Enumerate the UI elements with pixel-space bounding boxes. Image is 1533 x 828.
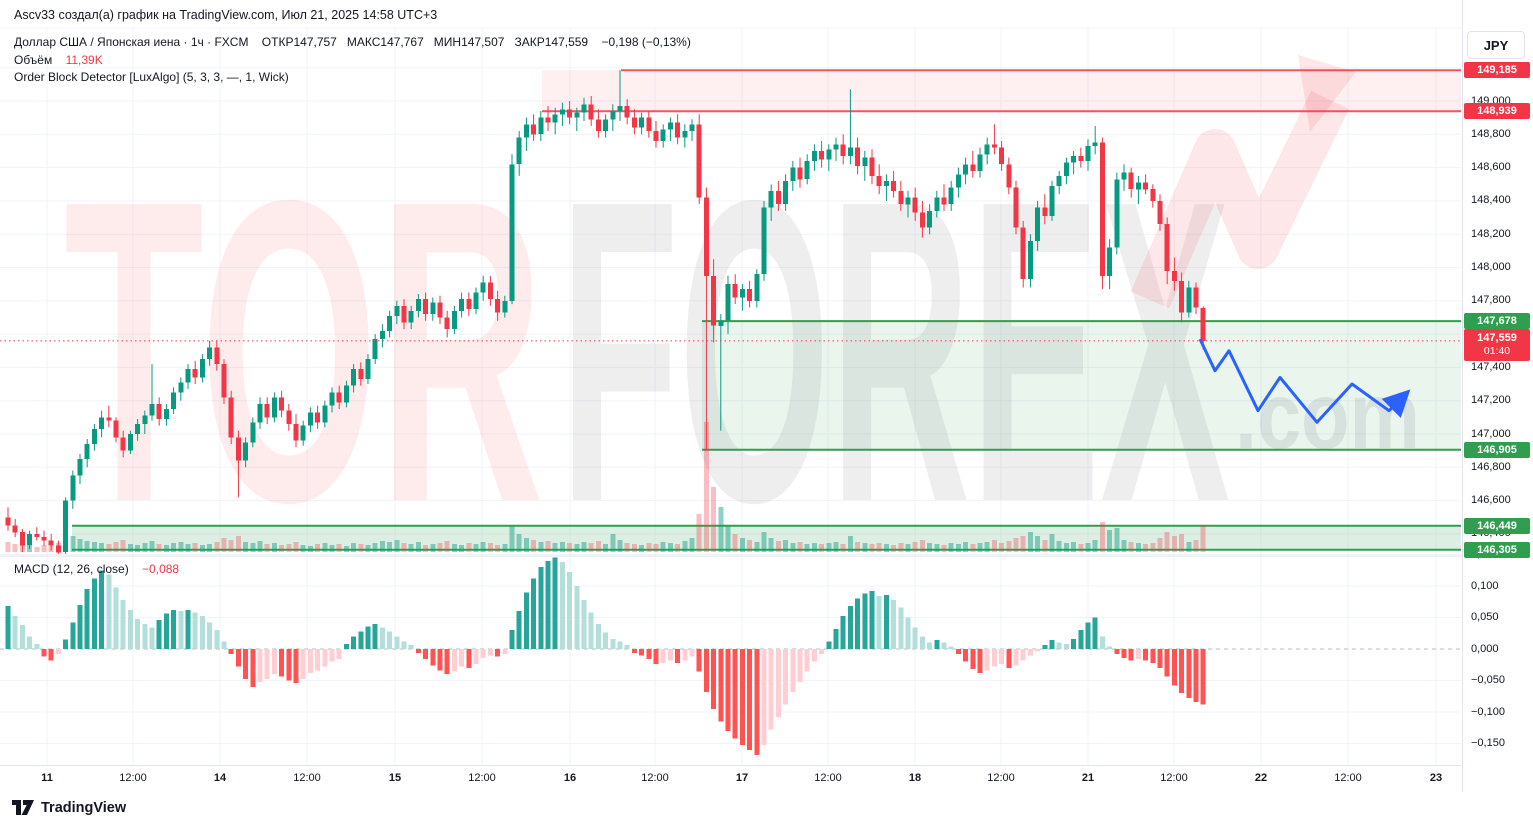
macd-tick: 0,050: [1471, 611, 1499, 623]
price-tick: 147,200: [1471, 394, 1511, 407]
time-label-day: 22: [1254, 772, 1268, 784]
price-tick: 147,000: [1471, 427, 1511, 440]
time-label-hour: 12:00: [468, 772, 496, 784]
price-tick: 148,000: [1471, 261, 1511, 273]
symbol-title: Доллар США / Японская иена · 1ч · FXCM: [14, 35, 249, 49]
currency-toggle-button[interactable]: JPY: [1467, 31, 1525, 59]
watermark-dotcom: .com: [1235, 363, 1420, 469]
price-tick: 147,400: [1471, 360, 1511, 373]
time-axis[interactable]: 11 12:00 14 12:00 15 12:00 16 12:00 17 12:00 18 12:…: [0, 765, 1461, 793]
indicator-legend-row[interactable]: Order Block Detector [LuxAlgo] (5, 3, 3,…: [14, 70, 289, 84]
time-label-day: 16: [563, 772, 577, 784]
current-price-badge[interactable]: 147,559 01:40: [1464, 328, 1530, 361]
watermark-arrowhead: [1298, 55, 1356, 132]
ohlc-values: ОТКР147,757 МАКС147,767 МИН147,507 ЗАКР147,…: [252, 35, 588, 49]
time-label-day: 11: [41, 772, 53, 784]
price-tick: 147,800: [1471, 294, 1511, 307]
time-label-hour: 12:00: [1334, 772, 1362, 784]
price-level-badge[interactable]: 147,678: [1464, 313, 1530, 330]
change-value: −0,198 (−0,13%): [601, 35, 691, 49]
time-label-day: 18: [908, 772, 922, 784]
current-price-value: 147,559: [1477, 331, 1517, 344]
time-label-hour: 12:00: [293, 772, 321, 784]
time-label-day: 15: [388, 772, 402, 784]
volume-legend-row[interactable]: Объём 11,39K: [14, 53, 103, 67]
time-label-hour: 12:00: [1160, 772, 1188, 784]
price-tick: 148,800: [1471, 127, 1511, 140]
bar-countdown: 01:40: [1483, 344, 1511, 357]
tradingview-logo[interactable]: TradingView: [12, 799, 126, 816]
macd-histogram: [5, 557, 1206, 755]
macd-label: MACD (12, 26, close): [14, 562, 129, 576]
time-label-day: 17: [735, 772, 749, 784]
time-label-hour: 12:00: [987, 772, 1015, 784]
tradingview-logo-text: TradingView: [41, 799, 127, 816]
price-tick: 148,200: [1471, 227, 1511, 240]
price-tick: 146,800: [1471, 460, 1511, 473]
macd-tick: 0,000: [1471, 642, 1499, 655]
time-label-hour: 12:00: [814, 772, 842, 784]
volume-label: Объём: [14, 53, 53, 67]
time-label-day: 23: [1429, 772, 1443, 784]
price-tick: 146,600: [1471, 494, 1511, 507]
ohlc-pair: ОТКР147,757: [261, 35, 337, 49]
symbol-legend-row[interactable]: Доллар США / Японская иена · 1ч · FXCM О…: [14, 35, 691, 49]
macd-tick: −0,050: [1471, 674, 1505, 686]
time-label-hour: 12:00: [119, 772, 147, 784]
forecast-arrow[interactable]: [1198, 338, 1411, 424]
price-level-badge[interactable]: 146,905: [1464, 441, 1530, 458]
price-level-badge[interactable]: 149,185: [1464, 62, 1530, 79]
price-tick: 148,600: [1471, 161, 1511, 174]
share-header-text: Ascv33 создал(а) график на TradingView.c…: [14, 8, 438, 22]
candlesticks: [5, 70, 1206, 554]
macd-legend-row[interactable]: MACD (12, 26, close) −0,088: [14, 562, 179, 576]
time-label-day: 14: [213, 772, 227, 784]
macd-tick: 0,100: [1471, 579, 1499, 592]
ohlc-pair: МАКС147,767: [346, 35, 424, 49]
order-block-zones: [72, 69, 1461, 551]
macd-value: −0,088: [142, 562, 180, 576]
tradingview-logo-icon: [12, 800, 34, 815]
price-level-badge[interactable]: 148,939: [1464, 103, 1530, 120]
price-tick: 148,400: [1471, 194, 1511, 207]
watermark-text-red: TOR: [64, 112, 544, 592]
time-label-hour: 12:00: [641, 772, 669, 784]
watermark-arrow: [1130, 90, 1349, 309]
ohlc-pair: МИН147,507: [433, 35, 505, 49]
macd-tick: −0,100: [1471, 705, 1505, 718]
macd-tick: −0,150: [1471, 737, 1505, 749]
ohlc-pair: ЗАКР147,559: [514, 35, 589, 49]
indicator-label: Order Block Detector [LuxAlgo] (5, 3, 3,…: [14, 70, 289, 84]
price-axis[interactable]: 149,000 148,800 148,600 148,400 148,200 148,0…: [1462, 0, 1533, 792]
time-label-day: 21: [1081, 772, 1095, 784]
price-level-badge[interactable]: 146,449: [1464, 517, 1530, 534]
watermark: TOR FOREX .com: [64, 55, 1420, 592]
volume-value: 11,39K: [65, 53, 103, 67]
price-level-badge[interactable]: 146,305: [1464, 541, 1530, 558]
